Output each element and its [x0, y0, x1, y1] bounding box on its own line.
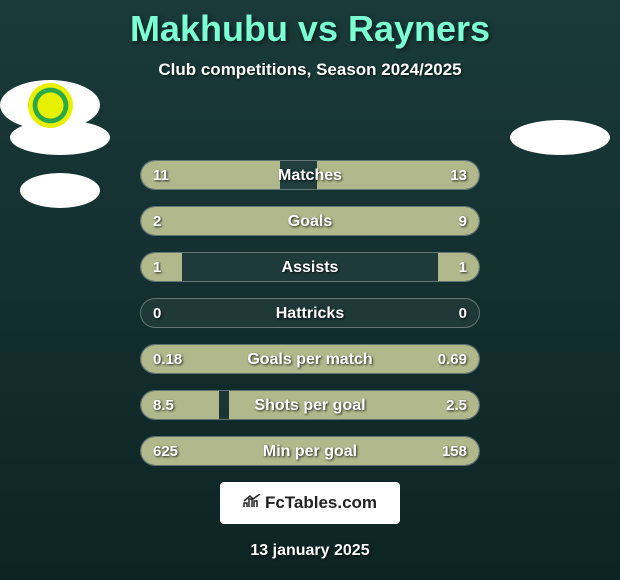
stats-container: 1113Matches 29Goals 11Assists 00Hattricks 0.… — [140, 160, 480, 466]
comparison-title: Makhubu vs Rayners — [0, 0, 620, 50]
stat-label: Goals — [141, 207, 479, 236]
chart-icon — [243, 494, 261, 513]
stat-label: Assists — [141, 253, 479, 282]
stat-row: 00Hattricks — [140, 298, 480, 328]
stat-row: 29Goals — [140, 206, 480, 236]
stat-row: 625158Min per goal — [140, 436, 480, 466]
brand-logo[interactable]: FcTables.com — [220, 482, 400, 524]
stat-label: Hattricks — [141, 299, 479, 328]
stat-label: Min per goal — [141, 437, 479, 466]
stat-label: Matches — [141, 161, 479, 190]
stat-row: 11Assists — [140, 252, 480, 282]
player-left-badge-2 — [20, 173, 100, 208]
stat-row: 8.52.5Shots per goal — [140, 390, 480, 420]
club-logo-icon — [28, 83, 73, 128]
player-right-badge-1 — [510, 120, 610, 155]
comparison-subtitle: Club competitions, Season 2024/2025 — [0, 60, 620, 80]
stat-row: 1113Matches — [140, 160, 480, 190]
stat-label: Goals per match — [141, 345, 479, 374]
brand-label: FcTables.com — [265, 493, 377, 513]
stat-label: Shots per goal — [141, 391, 479, 420]
stat-row: 0.180.69Goals per match — [140, 344, 480, 374]
comparison-date: 13 january 2025 — [0, 542, 620, 560]
